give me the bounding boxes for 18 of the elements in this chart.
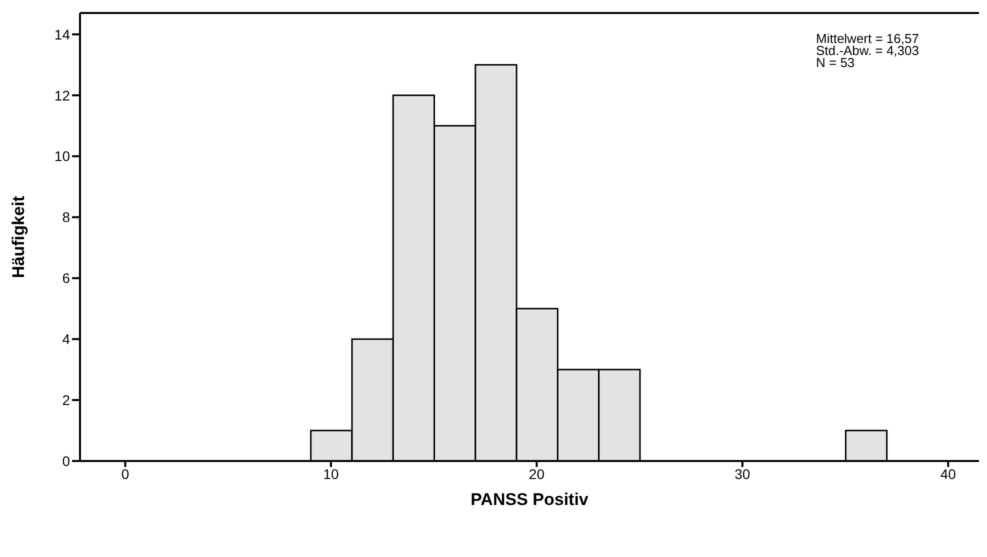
- x-tick-label: 0: [121, 466, 130, 482]
- x-tick-label: 40: [940, 466, 956, 482]
- y-tick-label: 0: [62, 452, 70, 469]
- annotation: Std.-Abw. = 4,303: [816, 43, 919, 58]
- annotation: Mittelwert = 16,57: [816, 31, 919, 46]
- y-tick-label: 4: [62, 331, 70, 348]
- y-tick-label: 6: [62, 270, 70, 286]
- y-tick-label: 8: [62, 209, 70, 226]
- x-axis-title: PANSS Positiv: [470, 490, 589, 509]
- y-tick-label: 10: [54, 148, 70, 164]
- annotation: N = 53: [816, 55, 855, 70]
- y-tick-label: 12: [54, 87, 70, 104]
- x-tick-label: 30: [734, 466, 750, 482]
- y-axis-title: Häufigkeit: [9, 196, 28, 278]
- y-tick-label: 2: [62, 392, 70, 408]
- y-tick-label: 14: [54, 26, 70, 42]
- x-tick-label: 10: [323, 466, 339, 482]
- x-tick-label: 20: [528, 466, 545, 482]
